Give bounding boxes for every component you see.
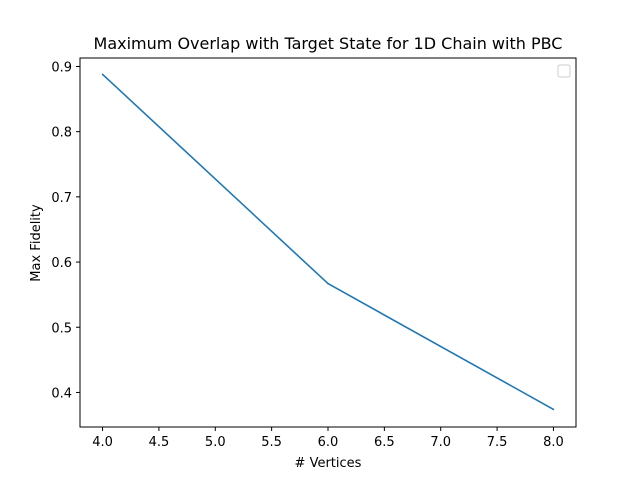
y-tick-label: 0.6 bbox=[51, 256, 72, 271]
x-tick-label: 7.0 bbox=[430, 435, 451, 450]
x-axis-label: # Vertices bbox=[295, 456, 362, 471]
x-tick-label: 7.5 bbox=[487, 435, 508, 450]
y-axis-ticks: 0.4 0.5 0.6 0.7 0.8 0.9 bbox=[51, 60, 80, 401]
y-tick-label: 0.8 bbox=[51, 126, 72, 141]
y-tick-label: 0.5 bbox=[51, 321, 72, 336]
y-tick-label: 0.9 bbox=[51, 60, 72, 75]
y-tick-label: 0.4 bbox=[51, 386, 72, 401]
legend-box bbox=[557, 64, 571, 78]
x-tick-label: 6.0 bbox=[318, 435, 339, 450]
plot-frame bbox=[79, 57, 577, 428]
data-point bbox=[552, 408, 555, 411]
x-tick-label: 6.5 bbox=[374, 435, 395, 450]
x-tick-label: 5.0 bbox=[205, 435, 226, 450]
plot-area bbox=[79, 57, 577, 428]
x-tick-label: 4.0 bbox=[92, 435, 113, 450]
x-tick-label: 5.5 bbox=[261, 435, 282, 450]
x-tick-label: 4.5 bbox=[149, 435, 170, 450]
x-tick-label: 8.0 bbox=[543, 435, 564, 450]
data-point bbox=[101, 73, 104, 76]
series-layer bbox=[101, 73, 555, 411]
data-point bbox=[327, 282, 329, 285]
x-axis-ticks: 4.0 4.5 5.0 5.5 6.0 6.5 7.0 7.5 8.0 bbox=[92, 427, 564, 450]
y-tick-label: 0.7 bbox=[51, 191, 72, 206]
chart-title: Maximum Overlap with Target State for 1D… bbox=[94, 34, 563, 53]
y-axis-label: Max Fidelity bbox=[29, 204, 44, 282]
